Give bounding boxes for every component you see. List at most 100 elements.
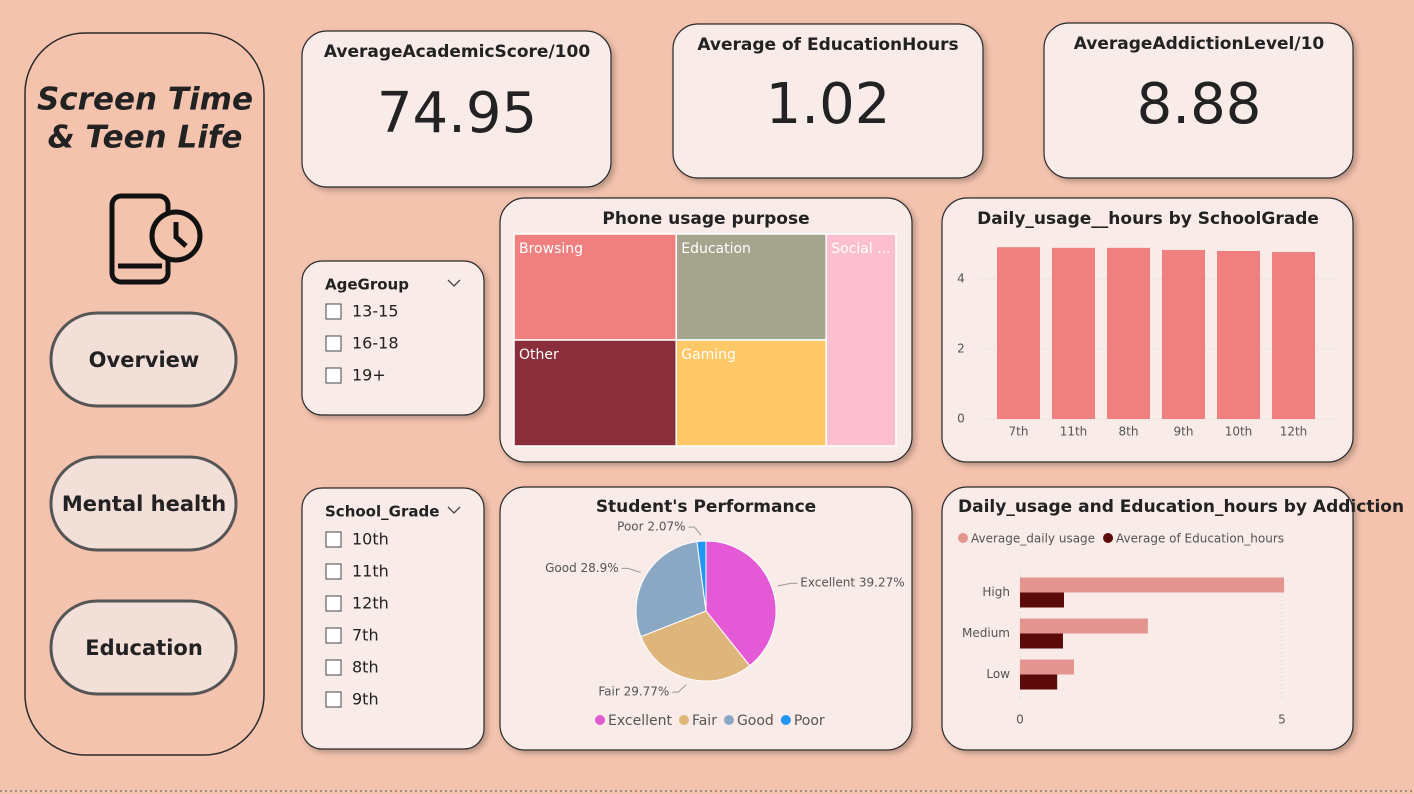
treemap-tile bbox=[675, 233, 827, 341]
legend-marker bbox=[595, 715, 605, 725]
bar bbox=[997, 247, 1040, 419]
kpi-card bbox=[1043, 22, 1354, 179]
nav-button[interactable]: Overview bbox=[49, 311, 238, 408]
legend-label: Poor bbox=[794, 713, 825, 729]
data-label: Poor 2.07% bbox=[617, 520, 685, 534]
data-label: Good 28.9% bbox=[545, 561, 619, 575]
nav-label[interactable]: Overview bbox=[89, 348, 200, 372]
y-tick-label: Medium bbox=[962, 626, 1010, 640]
bar bbox=[1020, 674, 1058, 690]
x-tick-label: 8th bbox=[1119, 425, 1139, 439]
x-tick-label: 5 bbox=[1278, 713, 1286, 727]
leader-line bbox=[777, 582, 798, 587]
bar bbox=[1020, 618, 1148, 634]
x-tick-label: 7th bbox=[1009, 425, 1029, 439]
checkbox[interactable] bbox=[325, 303, 342, 320]
kpi-label: Average of EducationHours bbox=[697, 35, 958, 55]
leader-line bbox=[621, 567, 641, 573]
nav-label[interactable]: Education bbox=[85, 636, 203, 660]
data-label: Excellent 39.27% bbox=[800, 576, 904, 590]
legend-label: Good bbox=[737, 713, 774, 729]
pie-slice bbox=[635, 541, 707, 638]
x-tick-label: 10th bbox=[1225, 425, 1253, 439]
slicer bbox=[301, 260, 485, 416]
leader-line bbox=[688, 526, 702, 536]
app-title: & Teen Life bbox=[48, 120, 243, 156]
data-label: Fair 29.77% bbox=[598, 685, 669, 699]
leader-line bbox=[672, 684, 687, 693]
treemap-tile bbox=[825, 233, 897, 447]
chart-title: Student's Performance bbox=[596, 497, 816, 517]
legend-label: Average of Education_hours bbox=[1116, 532, 1284, 546]
nav-button[interactable]: Education bbox=[49, 599, 238, 696]
legend-marker bbox=[678, 715, 689, 725]
legend-label: Fair bbox=[692, 713, 717, 729]
bar bbox=[1217, 251, 1260, 419]
treemap-tile bbox=[675, 339, 827, 447]
legend-label: Excellent bbox=[608, 713, 672, 729]
kpi-value: 74.95 bbox=[377, 81, 537, 146]
chart-title: Daily_usage and Education_hours by Addic… bbox=[958, 497, 1404, 517]
slicer-item[interactable]: 10th bbox=[352, 530, 389, 549]
checkbox[interactable] bbox=[325, 563, 342, 580]
phone-icon bbox=[109, 193, 203, 285]
kpi-card bbox=[672, 23, 984, 179]
checkbox[interactable] bbox=[325, 691, 342, 708]
slicer-item[interactable]: 8th bbox=[352, 658, 379, 677]
checkbox[interactable] bbox=[325, 531, 342, 548]
kpi-value: 8.88 bbox=[1137, 72, 1262, 137]
bar bbox=[1272, 252, 1315, 419]
y-tick-label: 2 bbox=[957, 342, 965, 356]
chart-title: Phone usage purpose bbox=[602, 209, 809, 229]
checkbox[interactable] bbox=[325, 335, 342, 352]
slicer-title: AgeGroup bbox=[325, 276, 409, 294]
slicer-item[interactable]: 9th bbox=[352, 690, 379, 709]
slicer-item[interactable]: 16-18 bbox=[352, 334, 399, 353]
bar bbox=[1107, 247, 1150, 419]
x-tick-label: 0 bbox=[1016, 713, 1024, 727]
pie-slice bbox=[696, 540, 707, 612]
slicer-item[interactable]: 7th bbox=[352, 626, 379, 645]
app-title: Screen Time bbox=[37, 82, 253, 118]
checkbox[interactable] bbox=[325, 367, 342, 384]
tile-label: Browsing bbox=[519, 241, 583, 257]
slicer-title: School_Grade bbox=[325, 503, 439, 521]
slicer-item[interactable]: 19+ bbox=[352, 366, 386, 385]
dropdown-chevron[interactable] bbox=[447, 506, 461, 514]
bar bbox=[1020, 659, 1074, 675]
legend-marker bbox=[723, 715, 734, 725]
tile-label: Gaming bbox=[681, 347, 736, 363]
tile-label: Other bbox=[519, 347, 559, 363]
slicer-item[interactable]: 11th bbox=[352, 562, 389, 581]
y-tick-label: High bbox=[982, 585, 1010, 599]
nav-label[interactable]: Mental health bbox=[62, 492, 226, 516]
checkbox[interactable] bbox=[325, 627, 342, 644]
treemap-tile bbox=[513, 339, 677, 447]
slicer-item[interactable]: 12th bbox=[352, 594, 389, 613]
legend-label: Average_daily usage bbox=[971, 532, 1095, 546]
checkbox[interactable] bbox=[325, 659, 342, 676]
kpi-card bbox=[301, 30, 612, 188]
legend-marker bbox=[1103, 533, 1114, 543]
x-tick-label: 11th bbox=[1060, 425, 1088, 439]
x-tick-label: 9th bbox=[1174, 425, 1194, 439]
tile-label: Education bbox=[681, 241, 751, 257]
checkbox[interactable] bbox=[325, 595, 342, 612]
y-tick-label: Low bbox=[986, 667, 1010, 681]
x-tick-label: 12th bbox=[1280, 425, 1308, 439]
slicer-item[interactable]: 13-15 bbox=[352, 302, 399, 321]
treemap-tile bbox=[513, 233, 677, 341]
kpi-label: AverageAcademicScore/100 bbox=[324, 42, 591, 62]
dropdown-chevron[interactable] bbox=[447, 279, 461, 287]
nav-button[interactable]: Mental health bbox=[49, 455, 238, 552]
y-tick-label: 4 bbox=[957, 272, 965, 286]
bar bbox=[1162, 249, 1205, 419]
legend-marker bbox=[780, 715, 791, 725]
pie-slice bbox=[640, 610, 751, 682]
kpi-label: AverageAddictionLevel/10 bbox=[1074, 34, 1325, 54]
bar bbox=[1020, 592, 1065, 608]
legend-marker bbox=[958, 533, 968, 543]
bar bbox=[1020, 633, 1063, 649]
kpi-value: 1.02 bbox=[766, 72, 891, 137]
